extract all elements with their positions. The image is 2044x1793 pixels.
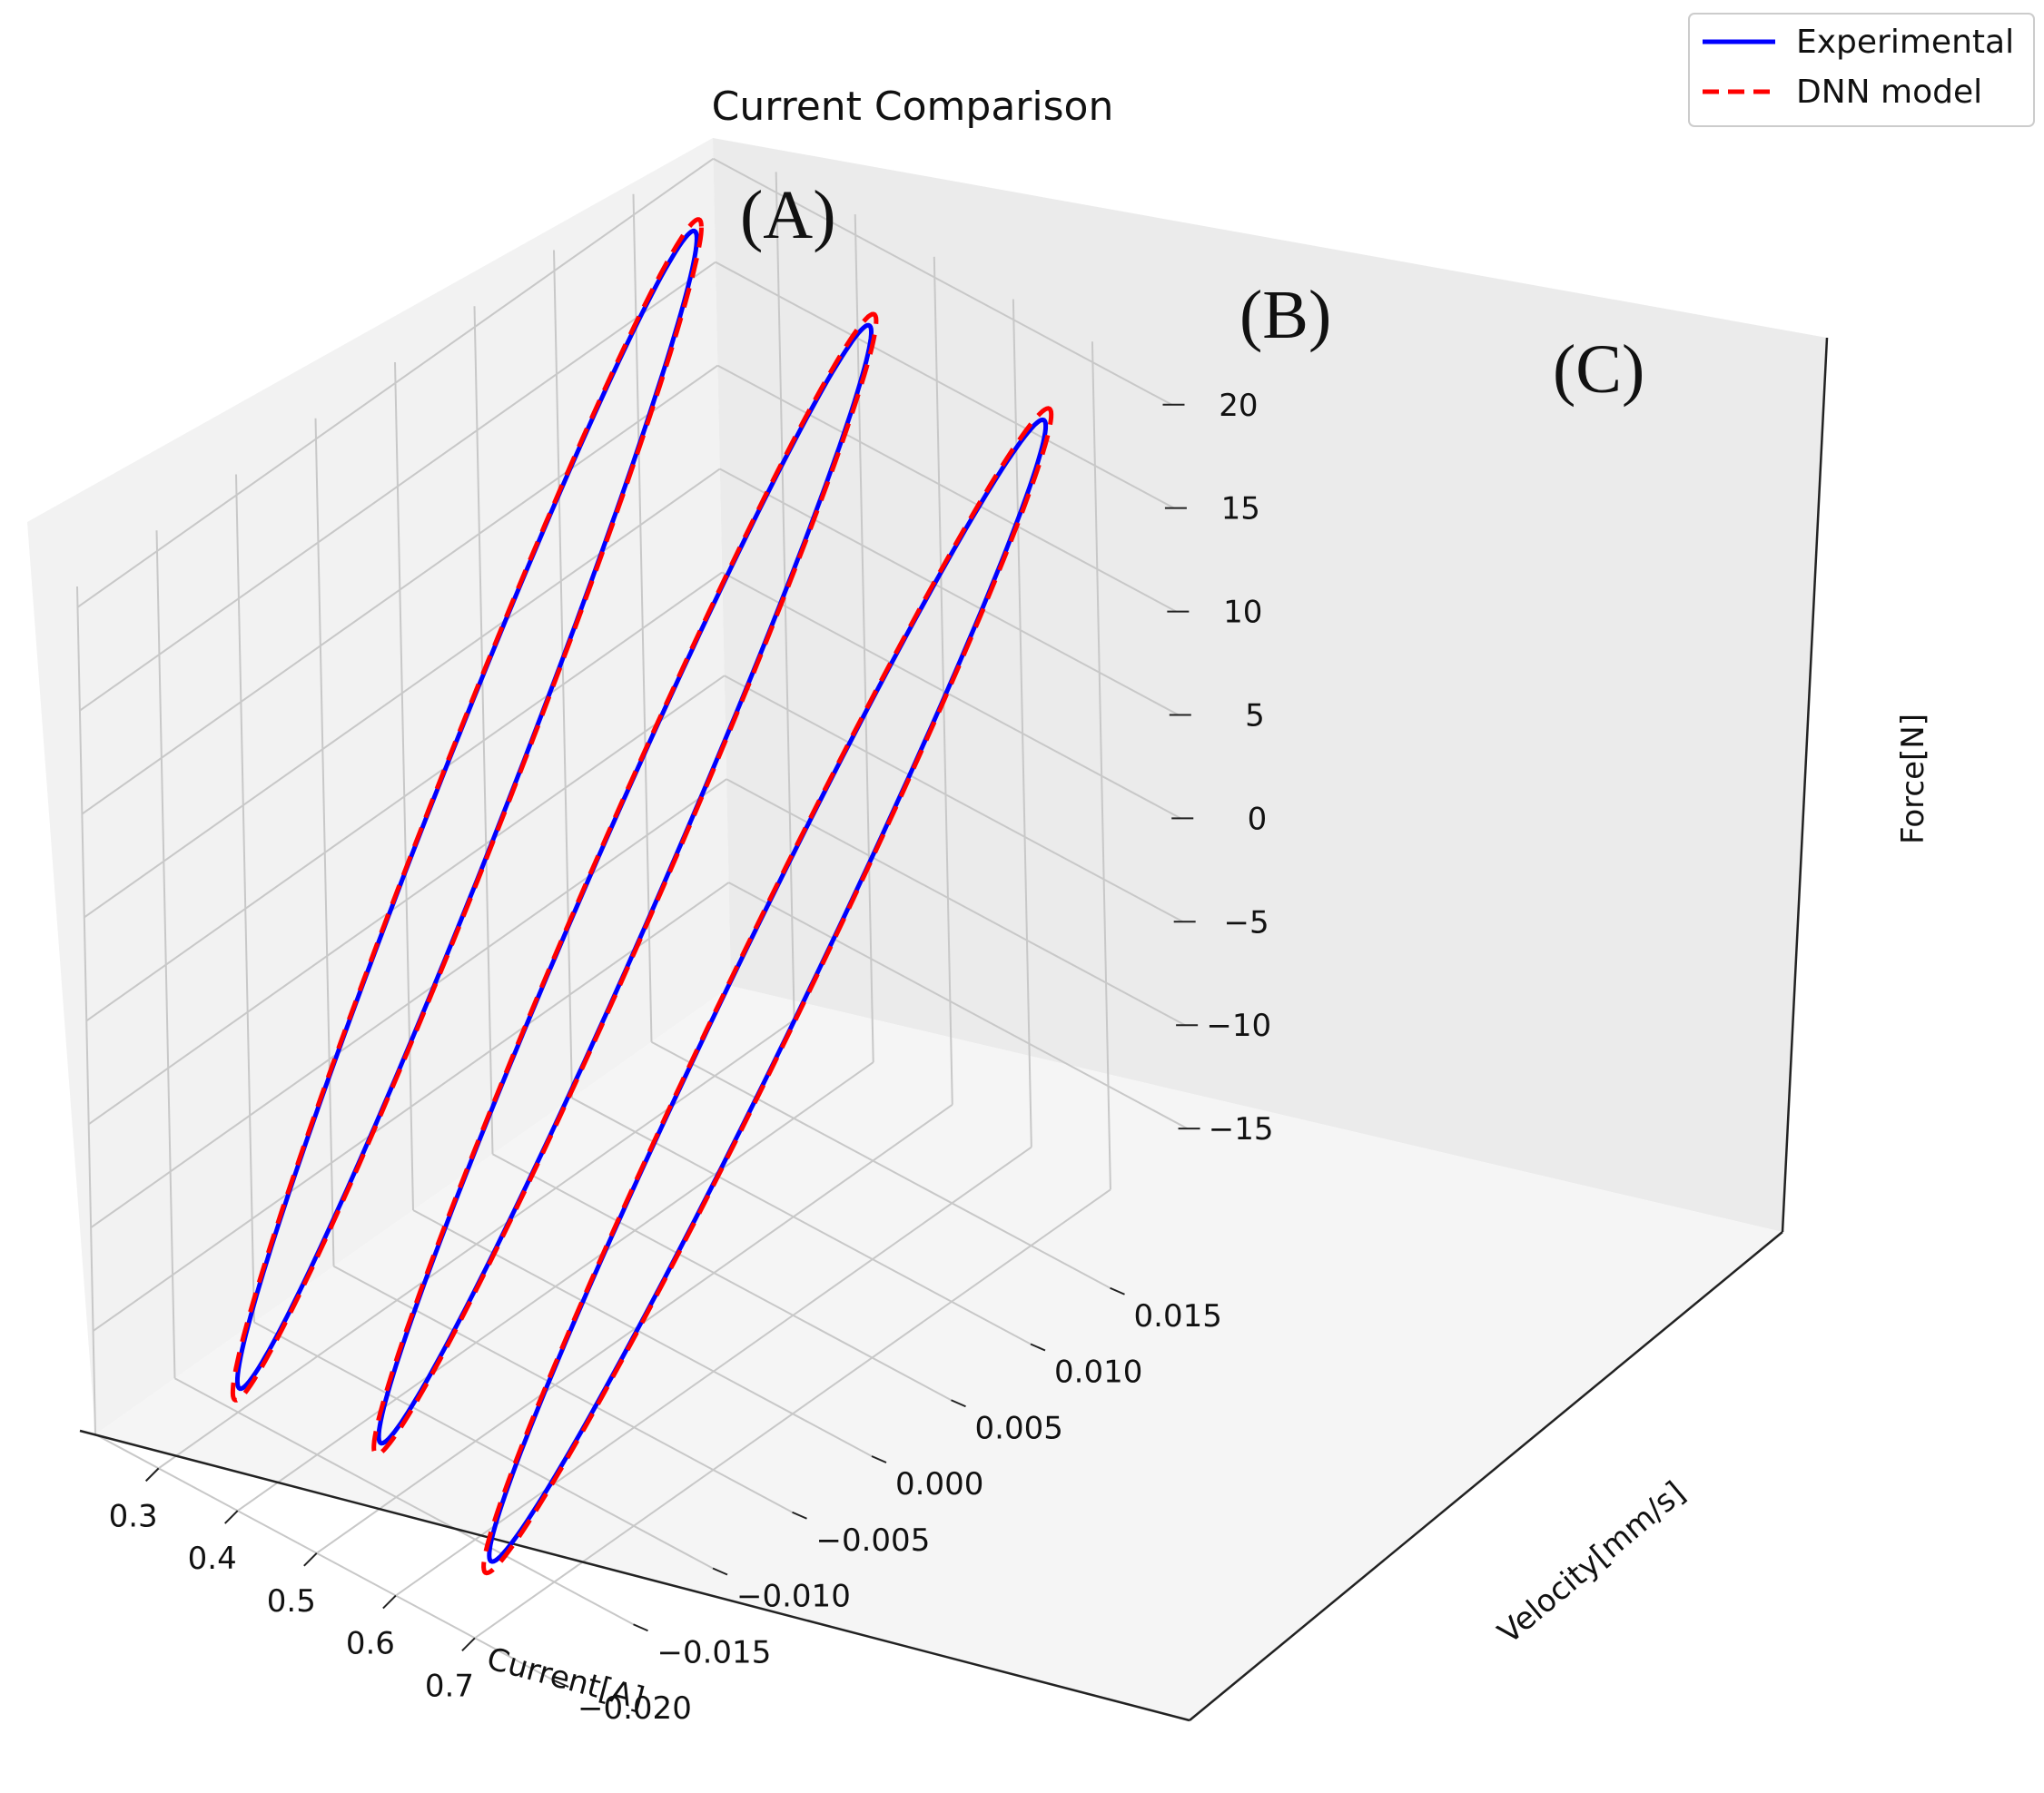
legend-dnn-label: DNN model xyxy=(1796,74,1982,111)
loop-c-label: (C) xyxy=(1553,331,1644,408)
legend: Experimental DNN model xyxy=(1688,13,2035,127)
grid-back-current xyxy=(933,256,953,1105)
current-axis-label: Current[A] xyxy=(483,1640,648,1718)
grid-back-force xyxy=(719,468,1180,716)
chart-title: Current Comparison xyxy=(712,84,1114,130)
tick-group: 0.3 0.4 0.5 0.6 0.7 −0.020 −0.015 −0.010 −0.005 0… xyxy=(109,388,1274,1727)
force-tick-label: 15 xyxy=(1221,491,1260,527)
grid-floor-velocity xyxy=(333,1265,793,1513)
grid-back-force xyxy=(713,157,1172,406)
tick-mark xyxy=(1110,1286,1125,1295)
grid-back-current xyxy=(1012,299,1032,1148)
current-axis-line xyxy=(79,1429,1190,1722)
force-tick-label: −15 xyxy=(1209,1111,1274,1148)
velocity-tick-label: −0.010 xyxy=(736,1579,851,1615)
tick-mark xyxy=(633,1623,648,1632)
velocity-tick-label: −0.020 xyxy=(578,1690,692,1727)
grid-floor-velocity xyxy=(571,1097,1032,1345)
velocity-tick-label: −0.005 xyxy=(816,1522,931,1559)
current-tick-label: 0.3 xyxy=(109,1498,158,1534)
grid-floor-velocity xyxy=(253,1321,714,1570)
force-tick-label: −10 xyxy=(1206,1008,1271,1044)
grid-back-force xyxy=(724,675,1184,923)
tick-mark xyxy=(1030,1343,1046,1352)
force-axis-line xyxy=(1781,337,1829,1233)
grid-left-velocity xyxy=(76,586,96,1435)
loop-c-dnn-model xyxy=(481,406,1054,1576)
current-tick-label: 0.6 xyxy=(346,1626,395,1662)
grid-left-velocity xyxy=(553,250,573,1098)
grid-left-velocity xyxy=(155,530,176,1379)
grid-back-force xyxy=(728,882,1189,1129)
grid-floor-velocity xyxy=(94,1433,555,1681)
tick-mark xyxy=(712,1567,728,1576)
velocity-tick-label: −0.015 xyxy=(657,1634,772,1670)
tick-mark xyxy=(382,1594,397,1610)
loop-b-label: (B) xyxy=(1239,277,1331,353)
current-tick-label: 0.5 xyxy=(267,1583,316,1620)
force-axis-label: Force[N] xyxy=(1895,714,1931,844)
grid-back-force xyxy=(716,364,1177,613)
current-tick-label: 0.4 xyxy=(188,1541,237,1577)
tick-mark xyxy=(553,1680,569,1688)
grid-floor-velocity xyxy=(412,1209,873,1457)
grid-floor-velocity xyxy=(492,1153,952,1402)
axis-lines xyxy=(79,337,1829,1722)
force-tick-label: 5 xyxy=(1245,697,1265,734)
velocity-tick-label: 0.010 xyxy=(1054,1355,1142,1391)
tick-mark xyxy=(871,1455,887,1463)
force-tick-label: 10 xyxy=(1223,595,1262,631)
grid-left-velocity xyxy=(314,418,335,1266)
current-tick-label: 0.7 xyxy=(425,1668,474,1704)
tick-mark xyxy=(951,1399,966,1408)
grid-back-force xyxy=(726,778,1186,1027)
grid-lines xyxy=(76,157,1189,1681)
tick-mark xyxy=(461,1637,476,1651)
grid-left-velocity xyxy=(235,474,255,1323)
tick-mark xyxy=(792,1511,807,1520)
grid-left-velocity xyxy=(394,361,414,1211)
velocity-axis-line xyxy=(1189,1231,1783,1721)
velocity-tick-label: 0.015 xyxy=(1134,1298,1222,1335)
grid-left-velocity xyxy=(632,193,653,1042)
grid-left-velocity xyxy=(473,306,494,1155)
velocity-axis-label: Velocity[mm/s] xyxy=(1491,1474,1692,1651)
tick-mark xyxy=(303,1552,318,1567)
back-pane xyxy=(713,138,1827,1232)
grid-floor-velocity xyxy=(174,1377,634,1626)
grid-back-force xyxy=(721,571,1181,820)
tick-mark xyxy=(144,1467,160,1483)
grid-back-current xyxy=(854,214,874,1063)
tick-mark xyxy=(224,1510,239,1524)
grid-back-current xyxy=(1091,341,1111,1190)
loops-group xyxy=(230,217,1054,1576)
velocity-tick-label: 0.005 xyxy=(975,1410,1063,1446)
force-tick-label: 0 xyxy=(1248,801,1268,837)
grid-back-force xyxy=(715,261,1175,509)
left-pane xyxy=(27,138,731,1434)
legend-experimental-label: Experimental xyxy=(1796,24,2014,61)
loop-a-dnn-model xyxy=(230,217,704,1403)
loop-b-dnn-model xyxy=(371,311,879,1457)
loop-a-label: (A) xyxy=(740,177,836,253)
grid-floor-velocity xyxy=(651,1040,1111,1289)
force-tick-label: −5 xyxy=(1224,904,1269,941)
force-tick-label: 20 xyxy=(1219,388,1258,424)
velocity-tick-label: 0.000 xyxy=(895,1466,983,1502)
